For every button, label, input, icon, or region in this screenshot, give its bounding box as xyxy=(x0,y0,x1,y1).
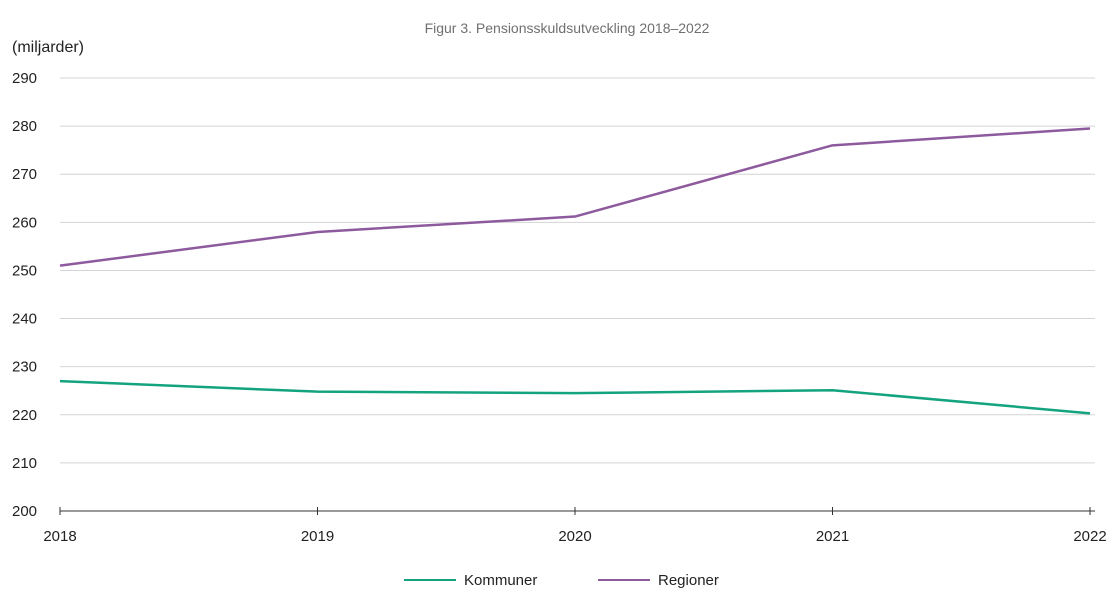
y-tick-label: 240 xyxy=(12,311,37,328)
y-tick-label: 210 xyxy=(12,455,37,472)
y-tick-label: 260 xyxy=(12,214,37,231)
x-tick-label: 2019 xyxy=(301,528,334,545)
y-tick-label: 290 xyxy=(12,70,37,87)
x-tick-label: 2018 xyxy=(43,528,76,545)
x-tick-label: 2022 xyxy=(1073,528,1106,545)
y-tick-label: 280 xyxy=(12,118,37,135)
x-tick-label: 2021 xyxy=(816,528,849,545)
gridlines xyxy=(60,77,1095,464)
legend: Kommuner Regioner xyxy=(404,572,719,589)
series-line-kommuner xyxy=(59,379,1091,415)
legend-label-regioner: Regioner xyxy=(658,572,719,589)
x-tick-label: 2020 xyxy=(558,528,591,545)
y-tick-label: 270 xyxy=(12,166,37,183)
series-line-regioner xyxy=(59,127,1091,267)
y-tick-label: 220 xyxy=(12,407,37,424)
y-tick-label: 230 xyxy=(12,359,37,376)
chart-title: Figur 3. Pensionsskuldsutveckling 2018–2… xyxy=(425,20,710,36)
series-lines xyxy=(59,127,1091,415)
y-tick-label: 200 xyxy=(12,503,37,520)
y-axis-ticks: 200 210 220 230 240 250 260 270 280 290 xyxy=(12,70,37,520)
y-axis-label: (miljarder) xyxy=(12,39,84,56)
y-tick-label: 250 xyxy=(12,262,37,279)
x-axis-ticks: 2018 2019 2020 2021 2022 xyxy=(43,507,1107,545)
legend-label-kommuner: Kommuner xyxy=(464,572,537,589)
